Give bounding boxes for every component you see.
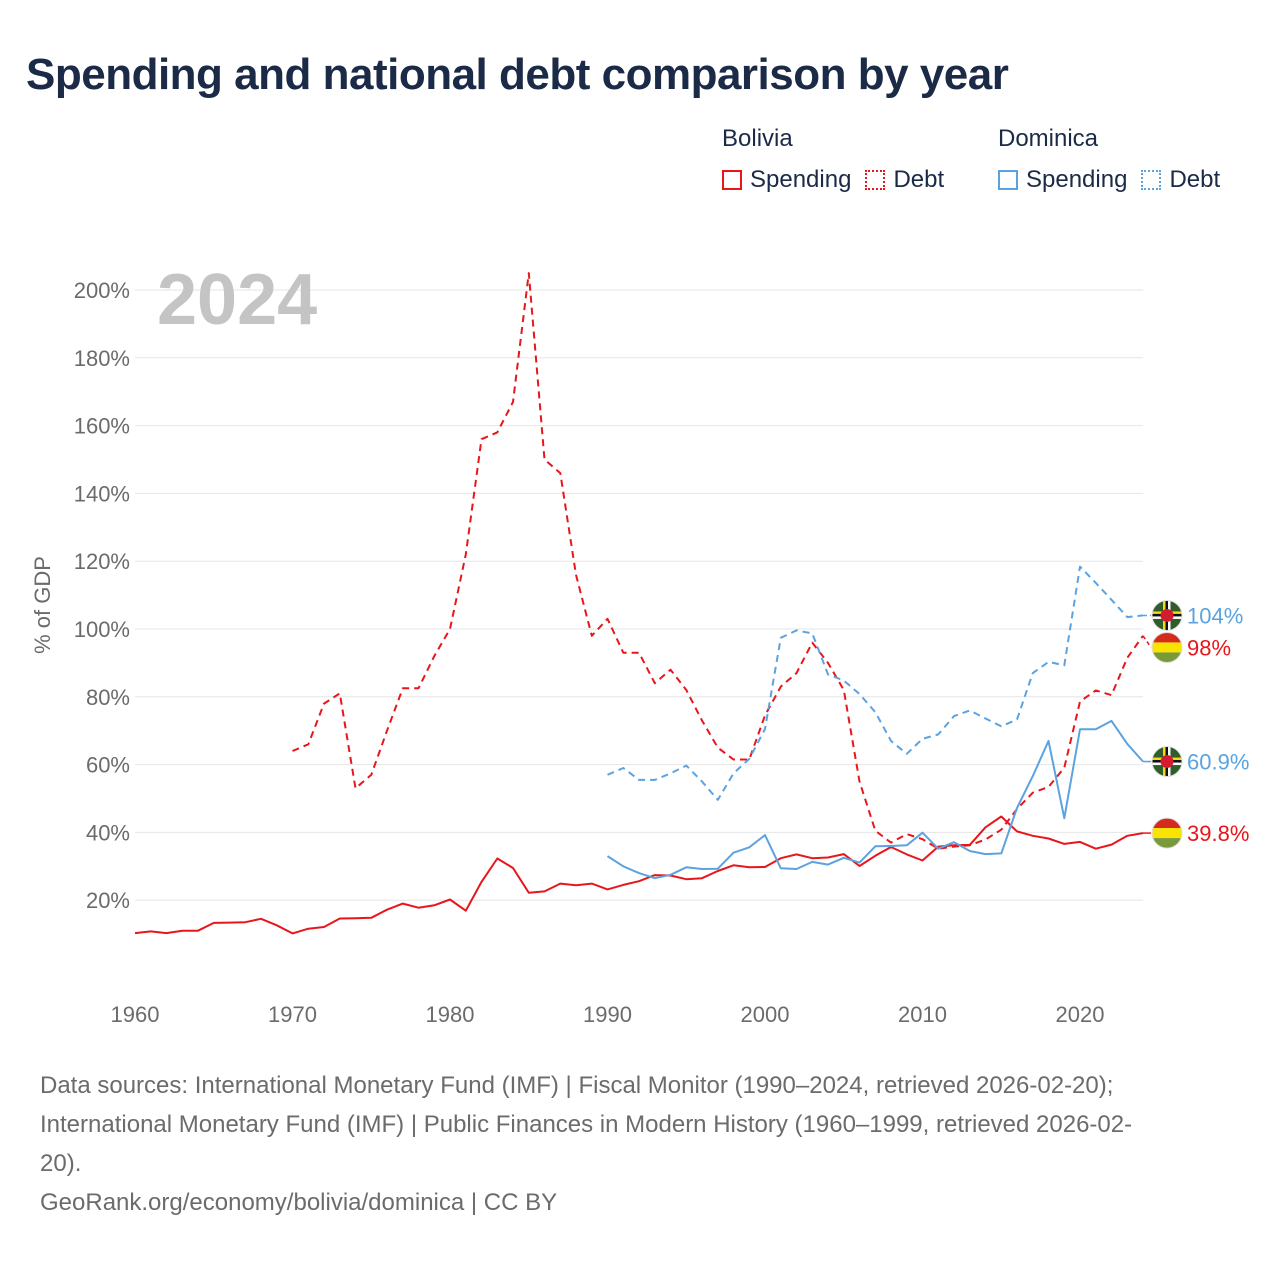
end-value-label: 98% — [1187, 635, 1231, 660]
y-tick-label: 200% — [74, 278, 130, 303]
legend-item-dominica-spending[interactable]: Spending — [998, 166, 1127, 194]
legend-item-dominica-debt[interactable]: Debt — [1141, 166, 1220, 194]
y-tick-label: 160% — [74, 414, 130, 439]
footer: Data sources: International Monetary Fun… — [40, 1066, 1240, 1222]
sources-line-2: International Monetary Fund (IMF) | Publ… — [40, 1111, 1133, 1138]
x-tick-label: 1980 — [426, 1002, 475, 1027]
y-tick-label: 100% — [74, 617, 130, 642]
legend-dominica: Dominica Spending Debt — [998, 124, 1234, 194]
y-tick-label: 180% — [74, 346, 130, 371]
series-line-dominica-spending[interactable] — [606, 719, 1144, 880]
series-line-bolivia-debt[interactable] — [292, 272, 1144, 850]
x-tick-label: 1970 — [268, 1002, 317, 1027]
legend-bolivia: Bolivia Spending Debt — [722, 124, 958, 194]
y-axis-label: % of GDP — [30, 556, 55, 654]
x-tick-label: 1960 — [111, 1002, 160, 1027]
y-tick-label: 40% — [86, 820, 130, 845]
legend-item-bolivia-debt[interactable]: Debt — [865, 166, 944, 194]
x-tick-label: 2020 — [1056, 1002, 1105, 1027]
series-line-bolivia-spending[interactable] — [134, 815, 1144, 935]
bolivia-flag-icon — [1151, 817, 1183, 849]
end-value-label: 39.8% — [1187, 821, 1249, 846]
end-connector — [1142, 635, 1152, 648]
end-value-label: 60.9% — [1187, 750, 1249, 775]
y-tick-label: 60% — [86, 753, 130, 778]
chart-title: Spending and national debt comparison by… — [26, 50, 1009, 99]
solid-swatch-icon — [722, 170, 742, 190]
solid-swatch-icon — [998, 170, 1018, 190]
legend-label: Debt — [1169, 166, 1221, 193]
series-line-dominica-debt[interactable] — [607, 565, 1144, 801]
bolivia-flag-icon — [1151, 631, 1183, 663]
legend-country-dominica: Dominica — [998, 125, 1099, 152]
y-tick-label: 80% — [86, 685, 130, 710]
year-watermark: 2024 — [157, 260, 317, 340]
y-tick-label: 20% — [86, 888, 130, 913]
y-tick-label: 120% — [74, 549, 130, 574]
legend-country-bolivia: Bolivia — [722, 125, 793, 152]
end-value-label: 104% — [1187, 603, 1243, 628]
legend-item-bolivia-spending[interactable]: Spending — [722, 166, 851, 194]
dotted-swatch-icon — [865, 170, 886, 190]
dotted-swatch-icon — [1141, 170, 1162, 190]
y-tick-label: 140% — [74, 481, 130, 506]
x-tick-label: 1990 — [583, 1002, 632, 1027]
dominica-flag-icon — [1151, 746, 1183, 778]
x-tick-label: 2010 — [898, 1002, 947, 1027]
credit-link[interactable]: GeoRank.org/economy/bolivia/dominica | C… — [40, 1189, 558, 1216]
legend-label: Spending — [750, 166, 852, 193]
dominica-flag-icon — [1151, 599, 1183, 631]
sources-line-3: 20). — [40, 1150, 82, 1177]
x-tick-label: 2000 — [741, 1002, 790, 1027]
legend-label: Debt — [893, 166, 945, 193]
legend-label: Spending — [1026, 166, 1128, 193]
sources-line-1: Data sources: International Monetary Fun… — [40, 1072, 1114, 1099]
